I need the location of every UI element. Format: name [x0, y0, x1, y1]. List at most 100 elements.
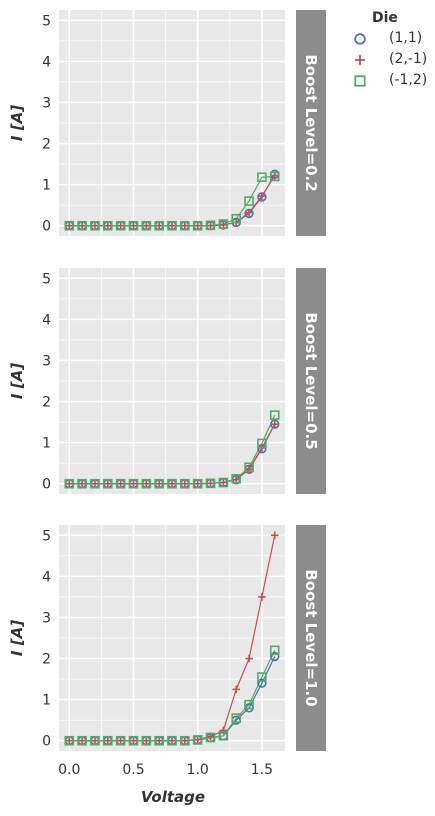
data-point — [78, 479, 86, 488]
data-point — [155, 736, 163, 745]
data-point — [244, 699, 254, 710]
data-point — [245, 208, 253, 217]
data-point — [257, 438, 267, 449]
facet-strip — [296, 525, 326, 751]
y-tick-label: 3 — [42, 610, 51, 626]
y-axis-label: I [A] — [8, 105, 26, 141]
legend-label: (1,1) — [389, 30, 423, 46]
data-point — [128, 220, 139, 231]
x-tick-label: 0.5 — [122, 762, 144, 778]
y-tick-label: 2 — [42, 652, 51, 668]
data-point — [245, 654, 253, 663]
data-point — [103, 221, 112, 230]
data-point — [168, 736, 176, 745]
data-point — [168, 221, 176, 230]
data-point — [218, 219, 229, 229]
y-tick-label: 2 — [42, 137, 51, 153]
data-point — [154, 220, 164, 231]
data-point — [269, 645, 280, 656]
data-point — [167, 735, 177, 746]
data-point — [115, 220, 126, 231]
data-point — [231, 213, 242, 224]
data-point — [218, 477, 229, 488]
data-point — [78, 221, 86, 230]
data-point — [154, 478, 164, 489]
data-point — [258, 593, 266, 601]
circle-marker-icon — [354, 33, 366, 45]
legend: Die (1,1) (2,-1) (-1,2) — [348, 8, 435, 91]
x-axis-label: Voltage — [141, 788, 205, 806]
data-point — [181, 736, 189, 745]
data-point — [90, 478, 100, 489]
data-point — [232, 685, 241, 694]
data-point — [91, 736, 99, 745]
data-point — [180, 220, 190, 231]
data-point — [205, 478, 216, 489]
facet-label: Boost Level=0.5 — [302, 312, 320, 449]
data-point — [206, 479, 215, 488]
y-tick-label: 4 — [42, 54, 51, 70]
facet-strip — [296, 268, 326, 494]
data-point — [142, 221, 151, 230]
data-point — [141, 735, 152, 746]
facet-panel: 0 1 2 3 4 5 I [A] Boost Level=1.0 — [8, 525, 326, 751]
data-point — [167, 478, 177, 489]
y-tick-label: 1 — [42, 693, 51, 709]
legend-item: (-1,2) — [348, 70, 435, 91]
data-point — [102, 220, 113, 231]
data-point — [193, 735, 202, 744]
data-point — [116, 736, 125, 745]
data-point — [231, 473, 242, 484]
data-point — [244, 462, 254, 473]
y-tick-label: 3 — [42, 95, 51, 111]
data-point — [205, 220, 216, 231]
data-point — [103, 736, 112, 745]
data-point — [64, 478, 75, 489]
data-point — [193, 479, 202, 488]
data-point — [91, 479, 99, 488]
data-point — [181, 221, 189, 230]
data-point — [155, 221, 163, 230]
data-point — [219, 478, 228, 487]
y-axis-label: I [A] — [8, 620, 26, 656]
legend-item: (2,-1) — [348, 49, 435, 70]
data-point — [205, 732, 216, 743]
y-tick-label: 0 — [42, 477, 51, 493]
y-axis-label: I [A] — [8, 363, 26, 399]
data-point — [154, 735, 164, 746]
data-point — [90, 735, 100, 746]
data-point — [218, 730, 229, 741]
square-marker-icon — [354, 75, 366, 87]
y-tick-label: 0 — [42, 219, 51, 235]
data-point — [167, 220, 177, 231]
data-point — [270, 651, 280, 662]
data-point — [142, 479, 151, 488]
data-point — [65, 479, 74, 488]
y-tick-label: 0 — [42, 734, 51, 750]
x-tick-label: 1.5 — [251, 762, 273, 778]
facet-strip — [296, 10, 326, 236]
data-point — [65, 221, 74, 230]
plus-marker-icon — [355, 55, 365, 65]
y-tick-label: 3 — [42, 353, 51, 369]
data-point — [77, 478, 87, 489]
x-tick-label: 0.0 — [58, 762, 80, 778]
data-point — [231, 713, 242, 723]
data-point — [193, 221, 202, 230]
y-tick-label: 1 — [42, 178, 51, 194]
legend-item: (1,1) — [348, 28, 435, 49]
data-point — [181, 479, 189, 488]
data-point — [128, 478, 139, 489]
data-point — [77, 735, 87, 746]
data-point — [116, 479, 125, 488]
data-point — [180, 735, 190, 746]
data-point — [192, 735, 203, 745]
data-point — [116, 221, 125, 230]
data-point — [115, 478, 126, 489]
data-point — [206, 221, 215, 230]
data-point — [192, 478, 203, 489]
y-tick-label: 4 — [42, 569, 51, 585]
data-point — [257, 672, 267, 682]
data-point — [257, 172, 267, 183]
